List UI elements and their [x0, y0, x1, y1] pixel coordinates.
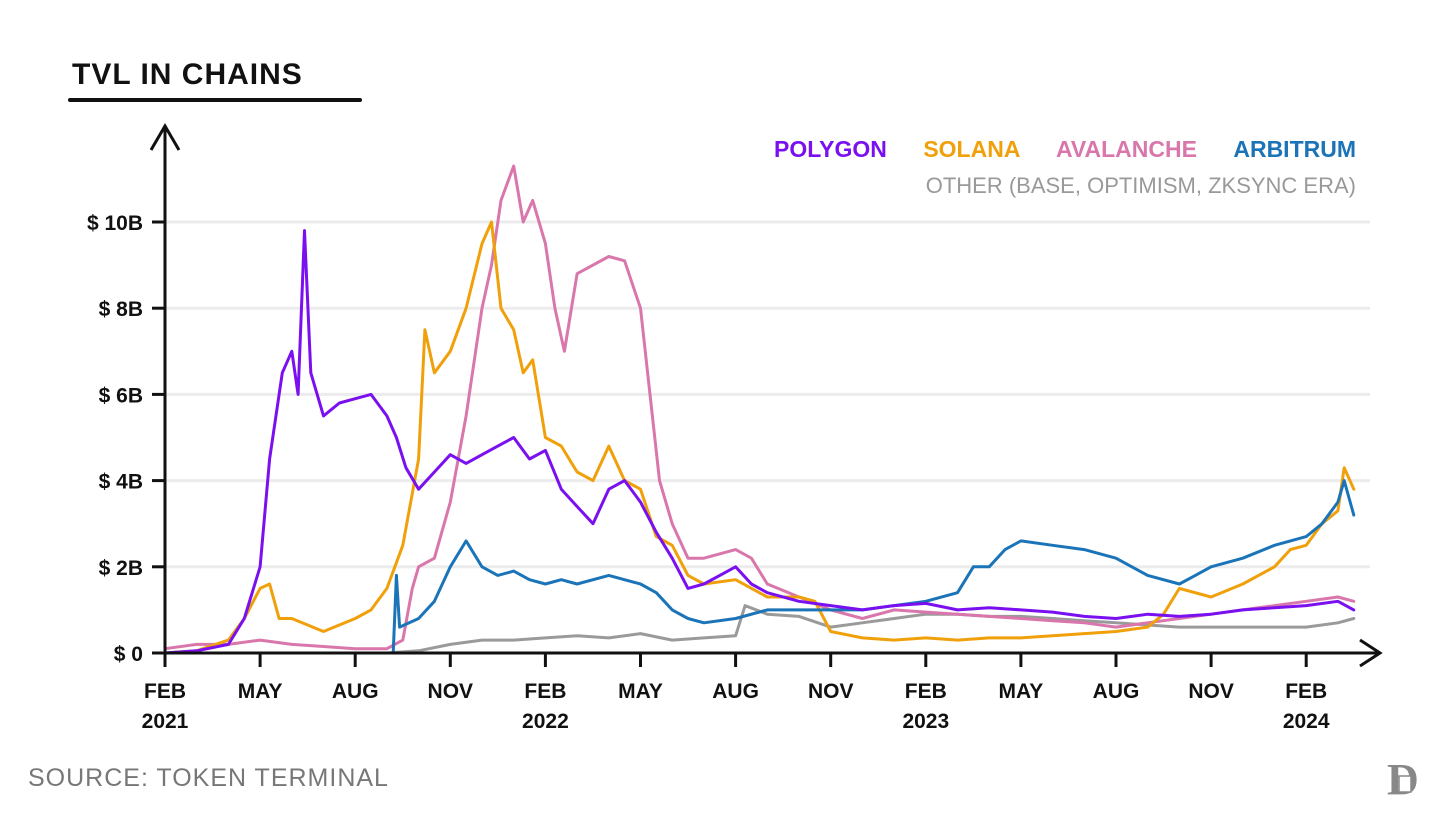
y-tick-label: $ 2B: [99, 557, 143, 580]
x-year-label: 2023: [902, 710, 949, 733]
x-tick-label: AUG: [332, 680, 379, 703]
x-tick-label: FEB: [1285, 680, 1327, 703]
title-underline: [68, 98, 362, 102]
x-year-label: 2021: [142, 710, 189, 733]
x-tick-label: AUG: [1093, 680, 1140, 703]
x-tick-label: AUG: [712, 680, 759, 703]
x-tick-label: NOV: [1188, 680, 1234, 703]
y-tick-label: $ 6B: [99, 384, 143, 407]
y-axis-arrow-icon: [149, 123, 181, 151]
chart-title: TVL IN CHAINS: [72, 58, 303, 91]
legend: POLYGON SOLANA AVALANCHE ARBITRUM OTHER …: [744, 136, 1356, 199]
legend-arbitrum: ARBITRUM: [1233, 136, 1356, 162]
legend-solana: SOLANA: [923, 136, 1020, 162]
publisher-logo-icon: D: [1387, 755, 1419, 802]
x-tick-label: FEB: [144, 680, 186, 703]
y-tick-label: $ 8B: [99, 298, 143, 321]
x-tick-label: MAY: [999, 680, 1044, 703]
y-tick-label: $ 0: [114, 643, 143, 666]
x-tick-label: NOV: [808, 680, 854, 703]
source-note: SOURCE: TOKEN TERMINAL: [28, 764, 389, 792]
y-tick-label: $ 10B: [87, 212, 143, 235]
y-tick-label: $ 4B: [99, 471, 143, 494]
x-tick-label: MAY: [238, 680, 283, 703]
legend-polygon: POLYGON: [774, 136, 887, 162]
x-year-label: 2022: [522, 710, 569, 733]
x-tick-label: MAY: [618, 680, 663, 703]
x-tick-label: FEB: [524, 680, 566, 703]
series-line-avalanche: [163, 164, 1356, 651]
series-line-polygon: [163, 229, 1356, 655]
x-tick-label: NOV: [428, 680, 474, 703]
legend-avalanche: AVALANCHE: [1055, 136, 1197, 162]
series-line-arbitrum: [391, 479, 1356, 655]
x-axis-arrow-icon: [1359, 638, 1383, 668]
x-tick-label: FEB: [905, 680, 947, 703]
x-year-label: 2024: [1283, 710, 1330, 733]
series-line-other: [385, 604, 1356, 655]
legend-other: OTHER (BASE, OPTIMISM, ZKSYNC ERA): [925, 173, 1356, 198]
